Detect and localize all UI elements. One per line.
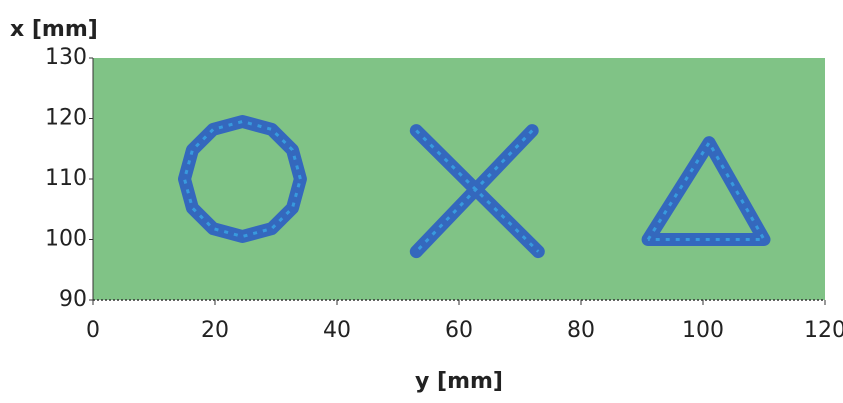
y-axis-label: x [mm] bbox=[10, 17, 98, 42]
chart: x [mm] y [mm] 0 20 40 60 80 100 120 90 100 110 120… bbox=[0, 0, 843, 403]
y-tick-label: 90 bbox=[59, 287, 87, 312]
y-tick-label: 110 bbox=[45, 166, 87, 191]
x-tick-label: 120 bbox=[804, 318, 843, 343]
y-tick-label: 100 bbox=[45, 227, 87, 252]
x-tick-label: 0 bbox=[86, 318, 100, 343]
x-axis-label: y [mm] bbox=[415, 369, 503, 394]
x-tick-label: 40 bbox=[323, 318, 351, 343]
y-tick-label: 130 bbox=[45, 45, 87, 70]
x-tick-label: 80 bbox=[567, 318, 595, 343]
x-tick-label: 60 bbox=[445, 318, 473, 343]
x-tick-label: 20 bbox=[201, 318, 229, 343]
y-tick-label: 120 bbox=[45, 106, 87, 131]
x-tick-label: 100 bbox=[682, 318, 724, 343]
